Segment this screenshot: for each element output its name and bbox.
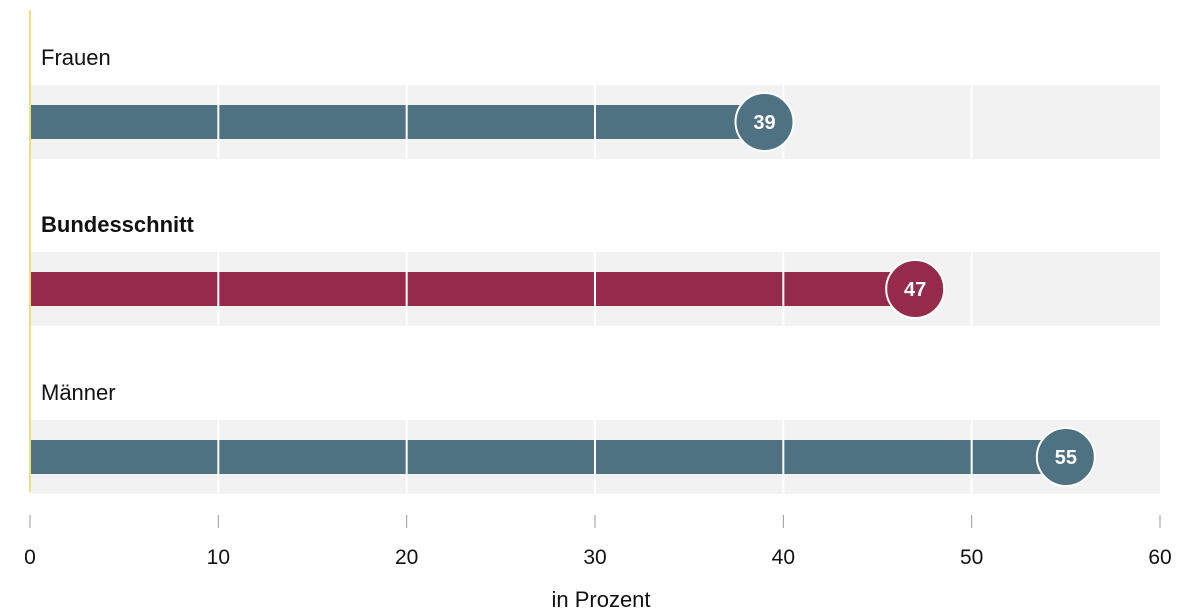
x-tick-label-60: 60 bbox=[1148, 546, 1171, 569]
value-label-manner: 55 bbox=[1055, 447, 1077, 469]
category-label-bundesschnitt: Bundesschnitt bbox=[41, 212, 194, 237]
x-tick-label-30: 30 bbox=[583, 546, 606, 569]
value-label-frauen: 39 bbox=[753, 112, 775, 134]
x-axis-title: in Prozent bbox=[551, 587, 650, 610]
x-tick-label-40: 40 bbox=[772, 546, 795, 569]
value-label-bundesschnitt: 47 bbox=[904, 279, 926, 301]
bar-bundesschnitt bbox=[30, 272, 916, 306]
category-label-frauen: Frauen bbox=[41, 45, 111, 70]
x-tick-label-20: 20 bbox=[395, 546, 418, 569]
x-tick-label-0: 0 bbox=[24, 546, 36, 569]
bars-layer: Frauen 39 Bundesschnitt 47 Männer 55 bbox=[30, 45, 1160, 494]
x-tick-label-10: 10 bbox=[207, 546, 230, 569]
value-bubble-bundesschnitt bbox=[885, 259, 946, 319]
x-tick-label-50: 50 bbox=[960, 546, 983, 569]
bar-manner bbox=[30, 440, 1066, 474]
bar-frauen bbox=[30, 105, 765, 139]
category-label-manner: Männer bbox=[41, 380, 116, 405]
value-bubble-manner bbox=[1035, 427, 1096, 487]
value-bubble-frauen bbox=[734, 92, 795, 152]
x-axis: 0 10 20 30 40 50 60 bbox=[24, 10, 1172, 569]
